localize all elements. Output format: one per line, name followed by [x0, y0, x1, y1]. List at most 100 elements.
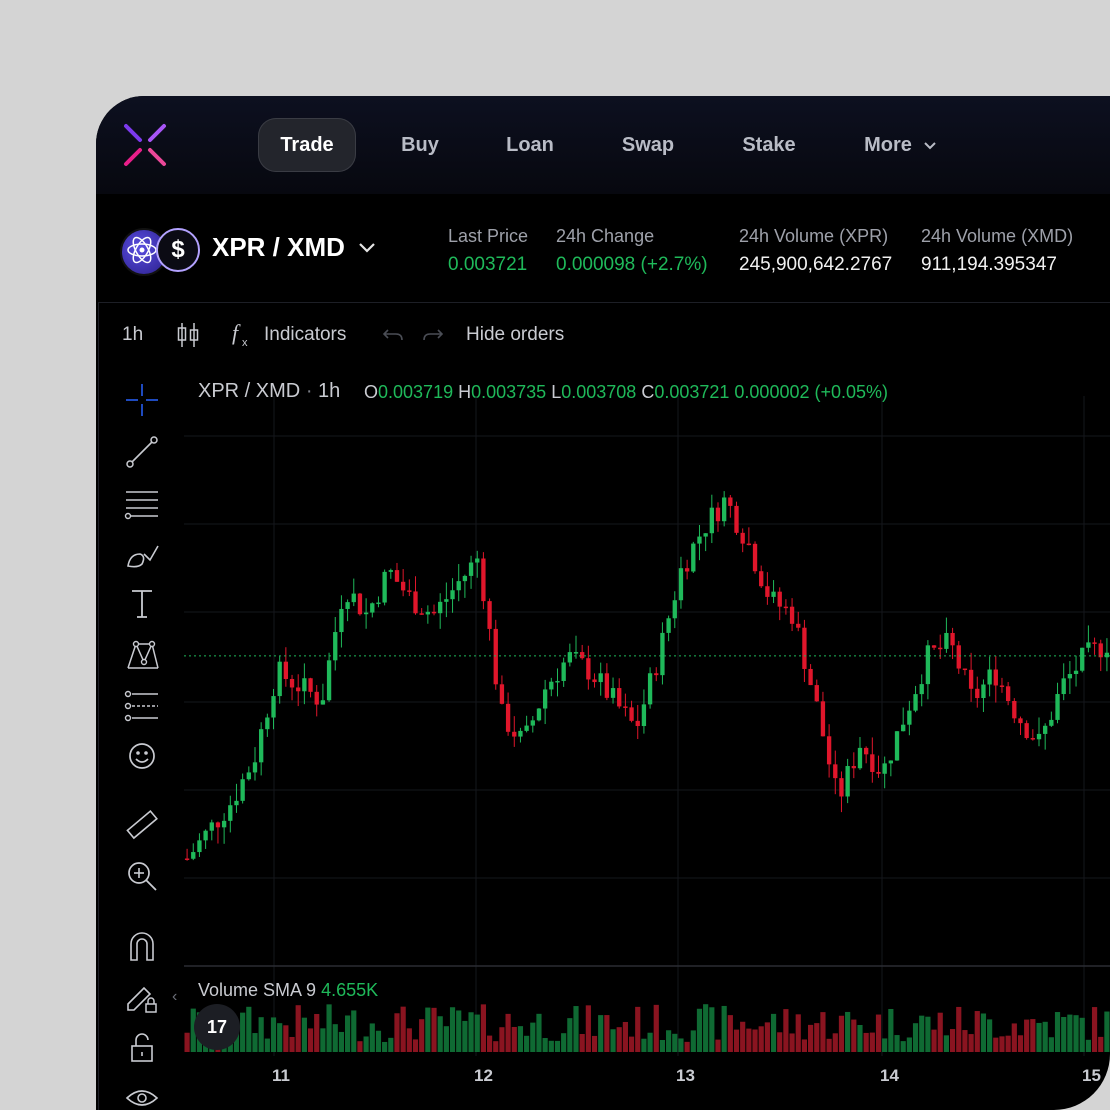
volume-bar [715, 1039, 721, 1052]
volume-bar [752, 1029, 758, 1052]
interval-selector[interactable]: 1h [122, 324, 144, 345]
candle-body [931, 645, 937, 648]
legend-l-value: 0.003708 [561, 382, 637, 402]
nav-loan[interactable]: Loan [506, 134, 554, 156]
chevron-down-icon[interactable] [924, 140, 936, 152]
price-chart[interactable] [184, 396, 1110, 1110]
candle-body [734, 505, 739, 533]
candle-body [542, 689, 548, 709]
candle-body [252, 762, 258, 773]
candle-body [629, 707, 634, 721]
candle-body [1080, 647, 1085, 671]
indicators-button[interactable]: Indicators [264, 324, 347, 345]
candle-body [999, 685, 1005, 687]
candle-body [246, 772, 251, 780]
candle-body [907, 710, 912, 725]
ruler-icon[interactable] [124, 808, 160, 844]
legend-h-label: H [458, 382, 472, 402]
volume-bar [1005, 1035, 1011, 1052]
candle-body [308, 678, 313, 692]
volume-bar [573, 1006, 579, 1052]
candle-body [1092, 642, 1097, 644]
volume-bar [419, 1019, 425, 1052]
function-icon[interactable]: f x [230, 320, 254, 350]
pair-title[interactable]: XPR / XMD [212, 232, 345, 262]
candle-body [654, 673, 659, 676]
unlock-icon[interactable] [124, 1030, 160, 1066]
crosshair-icon[interactable] [124, 382, 160, 418]
stat-volume-xmd-value: 911,194.395347 [921, 254, 1057, 275]
candle-body [1005, 686, 1011, 701]
volume-bar [295, 1005, 301, 1052]
stat-last-price-label: Last Price [448, 226, 529, 246]
volume-bar [956, 1006, 962, 1052]
candle-body [1043, 725, 1048, 734]
nav-buy[interactable]: Buy [401, 134, 439, 156]
emoji-icon[interactable] [124, 738, 160, 774]
candle-body [265, 717, 270, 730]
nav-swap[interactable]: Swap [621, 134, 675, 156]
volume-bar [524, 1035, 530, 1052]
legend-o-label: O [364, 382, 379, 402]
fib-lines-icon[interactable] [124, 486, 160, 522]
logo-icon[interactable] [120, 120, 170, 170]
volume-bar [937, 1012, 943, 1052]
candle-body [888, 760, 894, 764]
volume-bar [925, 1016, 931, 1052]
trading-app: Trade Buy Loan Swap Stake More $ XPR / X… [96, 96, 1110, 1110]
top-navigation: Trade Buy Loan Swap Stake More [96, 96, 1110, 194]
candle-type-icon[interactable] [176, 322, 200, 348]
x-axis-label: 11 [272, 1066, 290, 1085]
candle-body [851, 766, 856, 769]
zoom-in-icon[interactable] [124, 858, 160, 894]
candle-body [425, 611, 431, 615]
stat-24h-change-label: 24h Change [556, 226, 655, 246]
volume-legend-value: 4.655K [321, 980, 379, 1000]
candle-body [567, 652, 572, 663]
candle-body [913, 694, 918, 711]
volume-bar [480, 1004, 486, 1052]
candle-body [203, 830, 208, 841]
chevron-down-icon[interactable] [358, 242, 376, 254]
volume-bar [974, 1011, 980, 1052]
volume-bar [449, 1007, 456, 1052]
candle-body [333, 632, 338, 661]
prediction-icon[interactable] [124, 688, 160, 724]
volume-bar [431, 1007, 437, 1052]
lock-drawing-icon[interactable] [124, 980, 160, 1016]
pattern-icon[interactable] [124, 638, 160, 674]
eye-icon[interactable] [124, 1080, 160, 1110]
volume-bar [666, 1030, 672, 1052]
candle-body [876, 771, 881, 774]
volume-bar [1091, 1007, 1098, 1052]
volume-bar [604, 1015, 610, 1052]
candle-body [524, 725, 529, 731]
brush-icon[interactable] [124, 536, 160, 572]
volume-bar [610, 1029, 616, 1052]
trend-line-icon[interactable] [124, 434, 160, 470]
volume-bar [962, 1030, 968, 1052]
candle-body [357, 593, 363, 615]
tradingview-logo[interactable]: 17 [194, 1004, 240, 1050]
candle-body [314, 691, 319, 705]
collapse-arrow-icon[interactable]: ‹ [172, 988, 178, 1005]
volume-bar [1098, 1036, 1104, 1052]
redo-icon[interactable] [422, 326, 444, 344]
legend-o-value: 0.003719 [378, 382, 454, 402]
candle-body [826, 736, 832, 765]
magnet-icon[interactable] [124, 928, 160, 964]
nav-more[interactable]: More [864, 134, 912, 156]
volume-bar [641, 1038, 647, 1052]
volume-bar [357, 1041, 363, 1052]
nav-stake[interactable]: Stake [742, 134, 796, 156]
candle-body [1030, 738, 1035, 740]
candle-body [184, 858, 190, 860]
volume-bar [369, 1023, 375, 1052]
volume-bar [770, 1013, 777, 1052]
text-tool-icon[interactable] [124, 586, 160, 622]
volume-bar [795, 1014, 801, 1052]
undo-icon[interactable] [382, 326, 404, 344]
hide-orders-button[interactable]: Hide orders [466, 324, 565, 345]
nav-trade[interactable]: Trade [258, 118, 356, 172]
volume-bar [499, 1027, 505, 1052]
